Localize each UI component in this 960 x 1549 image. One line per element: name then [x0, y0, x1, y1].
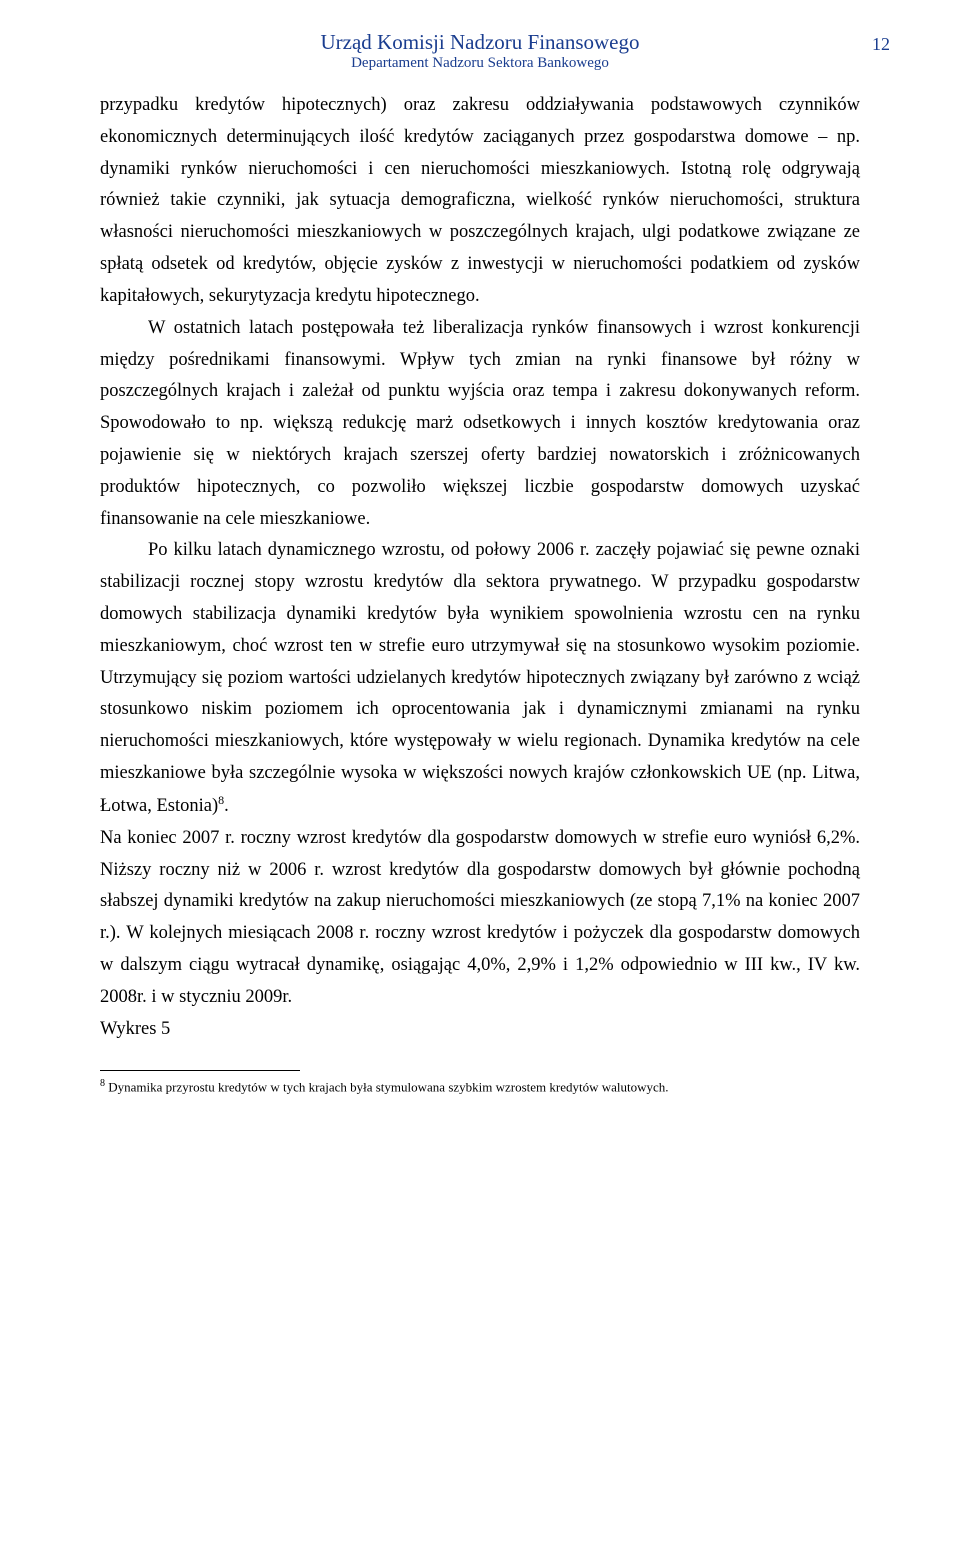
page-number: 12 [872, 34, 890, 55]
footnote-8: 8 Dynamika przyrostu kredytów w tych kra… [100, 1077, 860, 1097]
header-subtitle: Departament Nadzoru Sektora Bankowego [100, 55, 860, 72]
document-body: przypadku kredytów hipotecznych) oraz za… [100, 90, 860, 1046]
header-title: Urząd Komisji Nadzoru Finansowego [100, 30, 860, 55]
paragraph-3-text: Po kilku latach dynamicznego wzrostu, od… [100, 540, 860, 816]
paragraph-1: przypadku kredytów hipotecznych) oraz za… [100, 90, 860, 313]
footnote-text: Dynamika przyrostu kredytów w tych kraja… [105, 1079, 669, 1094]
document-header: Urząd Komisji Nadzoru Finansowego Depart… [100, 30, 860, 72]
paragraph-5: Wykres 5 [100, 1014, 860, 1046]
paragraph-2: W ostatnich latach postępowała też liber… [100, 313, 860, 536]
paragraph-3: Po kilku latach dynamicznego wzrostu, od… [100, 535, 860, 822]
paragraph-4: Na koniec 2007 r. roczny wzrost kredytów… [100, 823, 860, 1014]
paragraph-3-end: . [224, 796, 229, 816]
footnote-separator [100, 1070, 300, 1071]
